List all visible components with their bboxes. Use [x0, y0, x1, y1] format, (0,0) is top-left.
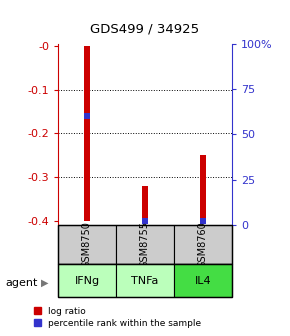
Legend: log ratio, percentile rank within the sample: log ratio, percentile rank within the sa…: [34, 307, 201, 328]
Text: ▶: ▶: [41, 278, 49, 288]
FancyBboxPatch shape: [58, 225, 116, 264]
Text: GSM8755: GSM8755: [140, 221, 150, 268]
Bar: [84, 46, 90, 221]
FancyBboxPatch shape: [116, 225, 174, 264]
Text: TNFa: TNFa: [131, 276, 159, 286]
Bar: [200, 155, 206, 221]
Text: IL4: IL4: [195, 276, 211, 286]
Text: IFNg: IFNg: [75, 276, 99, 286]
Text: agent: agent: [6, 278, 38, 288]
Text: GSM8760: GSM8760: [198, 221, 208, 268]
Text: GDS499 / 34925: GDS499 / 34925: [90, 22, 200, 35]
FancyBboxPatch shape: [116, 264, 174, 297]
FancyBboxPatch shape: [174, 225, 232, 264]
Bar: [142, 186, 148, 221]
Text: GSM8750: GSM8750: [82, 221, 92, 268]
FancyBboxPatch shape: [174, 264, 232, 297]
FancyBboxPatch shape: [58, 264, 116, 297]
